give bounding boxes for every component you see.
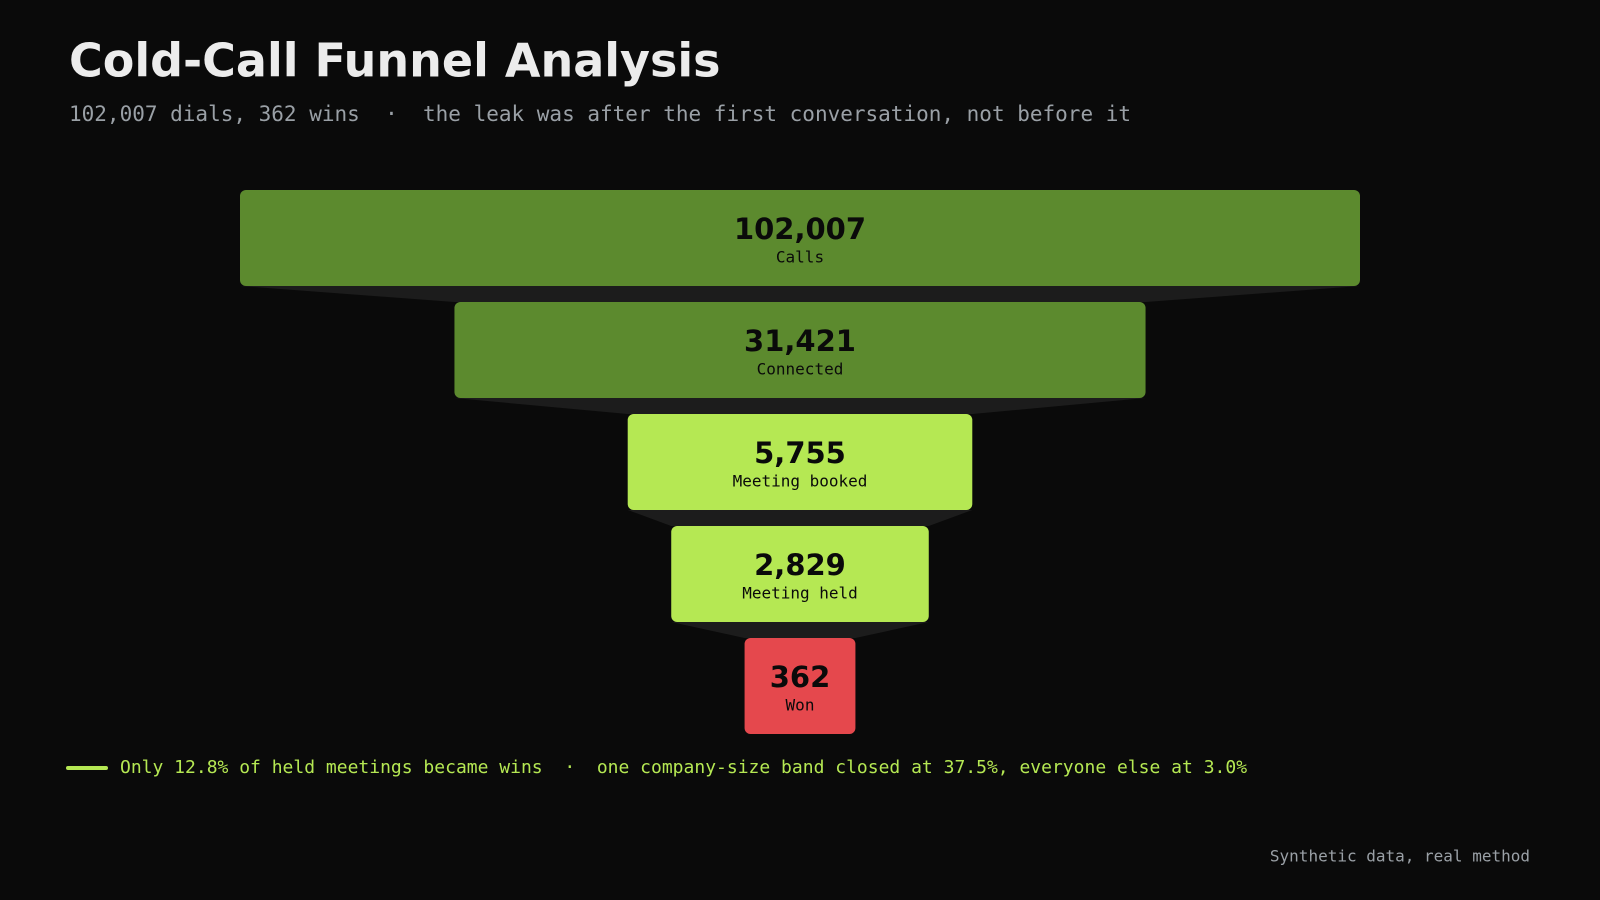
value-label: 362 [770, 660, 831, 694]
stage-label: Connected [757, 360, 844, 379]
connector [240, 286, 1360, 302]
funnel-stage [671, 526, 929, 622]
funnel-stage [627, 414, 973, 510]
connector [454, 398, 1146, 414]
value-label: 2,829 [754, 548, 846, 582]
connector [671, 622, 929, 638]
stage-label: Meeting held [742, 584, 858, 603]
funnel-stage [744, 638, 856, 734]
chart-title: Cold-Call Funnel Analysis [69, 34, 721, 88]
chart-subtitle: 102,007 dials, 362 wins · the leak was a… [69, 102, 1131, 126]
connector [627, 510, 973, 526]
value-label: 31,421 [744, 324, 856, 358]
stage-label: Won [786, 696, 815, 715]
stage-label: Meeting booked [733, 472, 868, 491]
funnel-stage [240, 190, 1360, 286]
funnel-stage [454, 302, 1146, 398]
value-label: 102,007 [734, 212, 866, 246]
value-label: 5,755 [754, 436, 846, 470]
annotation: Only 12.8% of held meetings became wins … [120, 757, 1247, 778]
footer: Synthetic data, real method [1270, 847, 1530, 866]
stage-label: Calls [776, 248, 824, 267]
